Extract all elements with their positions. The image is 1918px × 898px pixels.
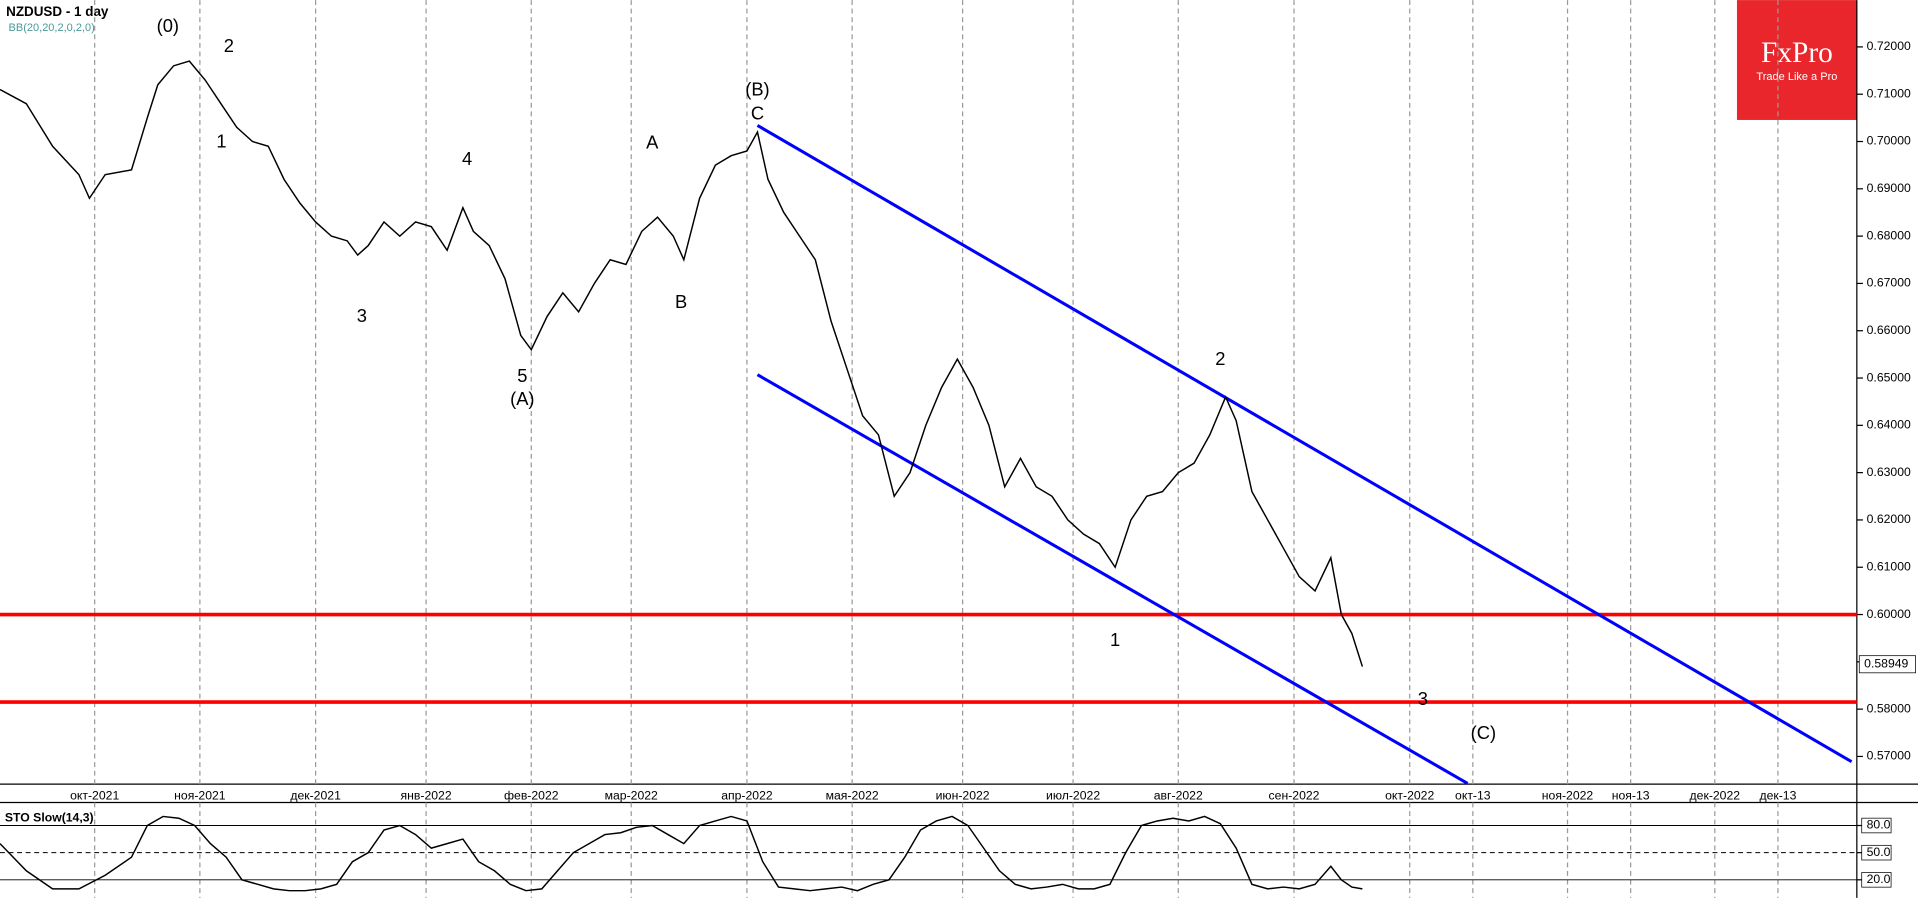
tick-box xyxy=(1861,817,1892,834)
stoch-title: STO Slow(14,3) xyxy=(5,811,94,825)
wave-label: (C) xyxy=(1471,722,1496,743)
y-tick-label: 0.64000 xyxy=(1867,418,1911,432)
price-line xyxy=(0,815,1363,892)
chart-title: NZDUSD - 1 day xyxy=(6,4,109,19)
channel-line xyxy=(756,124,1853,763)
x-tick-label: окт-2021 xyxy=(70,789,119,803)
y-tick-label: 0.70000 xyxy=(1867,134,1911,148)
x-tick-label: апр-2022 xyxy=(721,789,773,803)
last-price-box xyxy=(1858,655,1916,674)
x-tick-label: июл-2022 xyxy=(1046,789,1100,803)
wave-label: 5 xyxy=(517,365,527,386)
wave-label: 1 xyxy=(1110,629,1120,650)
y-tick-label: 0.65000 xyxy=(1867,370,1911,384)
x-tick-label: мая-2022 xyxy=(826,789,879,803)
x-tick-label: ноя-2022 xyxy=(1542,789,1594,803)
y-tick-label: 80.0 xyxy=(1867,818,1891,832)
wave-label: 2 xyxy=(1215,348,1225,369)
y-tick-label: 0.67000 xyxy=(1867,276,1911,290)
y-tick-label: 0.69000 xyxy=(1867,181,1911,195)
y-tick-label: 0.62000 xyxy=(1867,512,1911,526)
x-tick-label: окт-2022 xyxy=(1385,789,1434,803)
y-tick-label: 0.61000 xyxy=(1867,559,1911,573)
y-tick-label: 0.68000 xyxy=(1867,228,1911,242)
price-line xyxy=(0,60,1364,667)
wave-label: 3 xyxy=(1418,688,1428,709)
wave-label: (0) xyxy=(157,15,179,36)
y-tick-label: 0.71000 xyxy=(1867,86,1911,100)
x-tick-label: дек-2021 xyxy=(290,789,341,803)
wave-label: 1 xyxy=(216,130,226,151)
logo-title: FxPro xyxy=(1761,37,1833,69)
x-tick-label: янв-2022 xyxy=(401,789,452,803)
wave-label: A xyxy=(646,132,659,153)
wave-label: (B) xyxy=(745,79,769,100)
y-tick-label: 0.72000 xyxy=(1867,39,1911,53)
tick-box xyxy=(1861,872,1892,888)
indicator-label: BB(20,20,2,0,2,0) xyxy=(9,22,95,34)
x-tick-label: сен-2022 xyxy=(1269,789,1320,803)
y-tick-label: 0.66000 xyxy=(1867,323,1911,337)
wave-label: 4 xyxy=(462,148,472,169)
wave-label: 3 xyxy=(357,305,367,326)
x-tick-label: мар-2022 xyxy=(605,789,658,803)
x-tick-label: авг-2022 xyxy=(1154,789,1203,803)
channel-line xyxy=(756,373,1469,785)
wave-label: (A) xyxy=(510,388,534,409)
x-tick-label: дек-2022 xyxy=(1690,789,1741,803)
tick-box xyxy=(1861,844,1892,861)
y-tick-label: 20.0 xyxy=(1867,872,1891,886)
wave-label: 2 xyxy=(224,35,234,56)
x-tick-label: дек-13 xyxy=(1759,789,1796,803)
x-tick-label: ноя-2021 xyxy=(174,789,226,803)
x-tick-label: ноя-13 xyxy=(1612,789,1650,803)
y-tick-label: 0.57000 xyxy=(1867,749,1911,763)
x-tick-label: окт-13 xyxy=(1455,789,1491,803)
y-tick-label: 0.60000 xyxy=(1867,607,1911,621)
logo-tagline: Trade Like a Pro xyxy=(1756,71,1837,83)
y-tick-label: 0.63000 xyxy=(1867,465,1911,479)
x-tick-label: фев-2022 xyxy=(504,789,559,803)
x-tick-label: июн-2022 xyxy=(936,789,990,803)
last-price-label: 0.58949 xyxy=(1864,656,1908,670)
y-tick-label: 50.0 xyxy=(1867,845,1891,859)
y-tick-label: 0.58000 xyxy=(1867,701,1911,715)
wave-label: C xyxy=(751,102,764,123)
wave-label: B xyxy=(675,291,687,312)
logo-box xyxy=(1736,0,1857,120)
